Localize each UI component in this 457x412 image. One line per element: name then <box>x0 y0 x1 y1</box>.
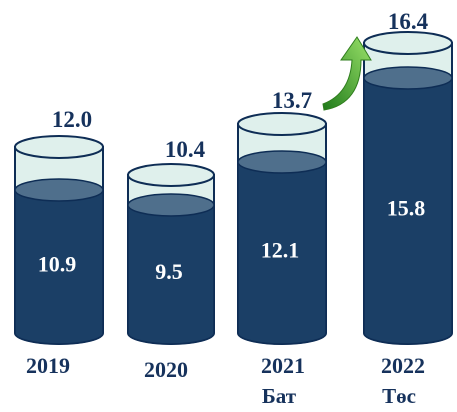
x-tick-label-2020: 2020 <box>144 357 188 382</box>
bar-outer-top-2022 <box>363 31 453 55</box>
chart-annotations <box>322 36 372 111</box>
data-label-inner-2021: 12.1 <box>261 238 300 263</box>
bar-outer-top-2020 <box>127 163 215 187</box>
bar-group-2020 <box>127 163 215 345</box>
x-tick-label-2022: 2022 <box>381 353 425 378</box>
data-label-outer-2022: 16.4 <box>388 9 429 34</box>
chart-bars <box>14 31 453 345</box>
data-label-outer-2019: 12.0 <box>52 107 92 132</box>
data-label-inner-2019: 10.9 <box>38 252 77 277</box>
x-tick-sublabel-2021: Бат <box>262 384 297 408</box>
bar-inner-2020 <box>127 204 215 345</box>
data-label-outer-2020: 10.4 <box>165 137 206 162</box>
bar-outer-top-2019 <box>14 135 104 159</box>
bar-inner-top-2021 <box>237 150 327 174</box>
x-tick-label-2019: 2019 <box>26 353 70 378</box>
bar-inner-top-2019 <box>14 178 104 202</box>
bar-group-2019 <box>14 135 104 345</box>
bar-group-2021 <box>237 112 327 345</box>
bar-inner-2021 <box>237 161 327 345</box>
data-label-inner-2020: 9.5 <box>155 259 183 284</box>
chart-labels: 10.9 9.5 12.1 15.8 12.0 10.4 13.7 16.4 2019 2020 2… <box>26 9 429 408</box>
bar-inner-top-2020 <box>127 193 215 217</box>
x-tick-label-2021: 2021 <box>261 353 305 378</box>
data-label-inner-2022: 15.8 <box>387 196 426 221</box>
growth-arrow-icon <box>322 36 372 111</box>
bar-group-2022 <box>363 31 453 345</box>
bar-inner-top-2022 <box>363 66 453 90</box>
data-label-outer-2021: 13.7 <box>272 88 312 113</box>
bar-inner-2019 <box>14 189 104 345</box>
bar-outer-top-2021 <box>237 112 327 136</box>
bar-inner-2022 <box>363 77 453 345</box>
x-tick-sublabel-2022: Төс <box>382 384 416 408</box>
